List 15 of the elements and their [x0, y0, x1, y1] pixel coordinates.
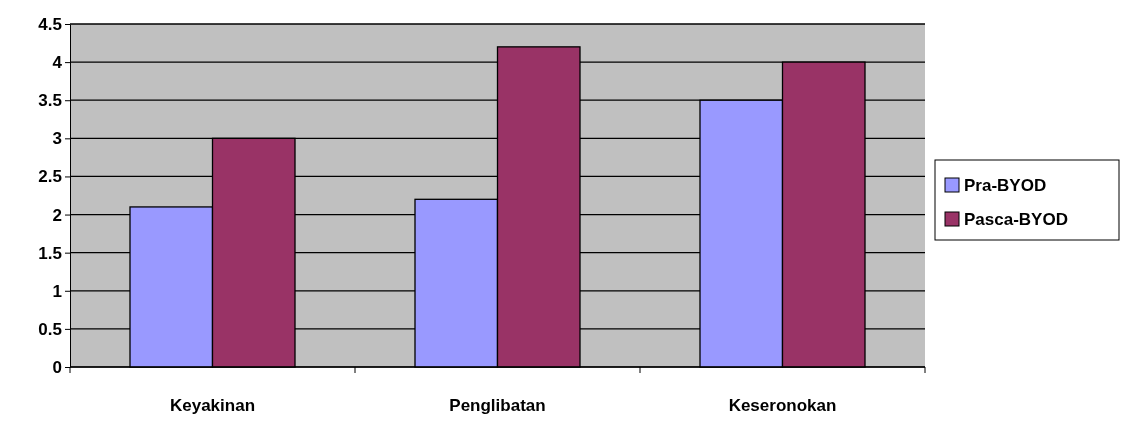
legend-label: Pasca-BYOD [964, 210, 1068, 229]
x-tick-label: Keseronokan [728, 396, 837, 415]
y-tick-label: 0.5 [38, 319, 62, 339]
y-tick-label: 1 [52, 281, 62, 301]
y-tick-label: 3 [52, 129, 62, 149]
y-tick-label: 0 [52, 357, 62, 377]
x-tick-label: Keyakinan [169, 396, 256, 415]
legend-label: Pra-BYOD [964, 176, 1047, 195]
y-tick-label: 3.5 [38, 91, 62, 111]
y-tick-label: 1.5 [38, 243, 62, 263]
y-tick-label: 4 [52, 53, 63, 73]
x-tick-label: Penglibatan [449, 396, 546, 415]
y-tick-label: 4.5 [38, 14, 62, 34]
y-tick-label: 2 [52, 205, 62, 225]
y-tick-label: 2.5 [38, 167, 62, 187]
